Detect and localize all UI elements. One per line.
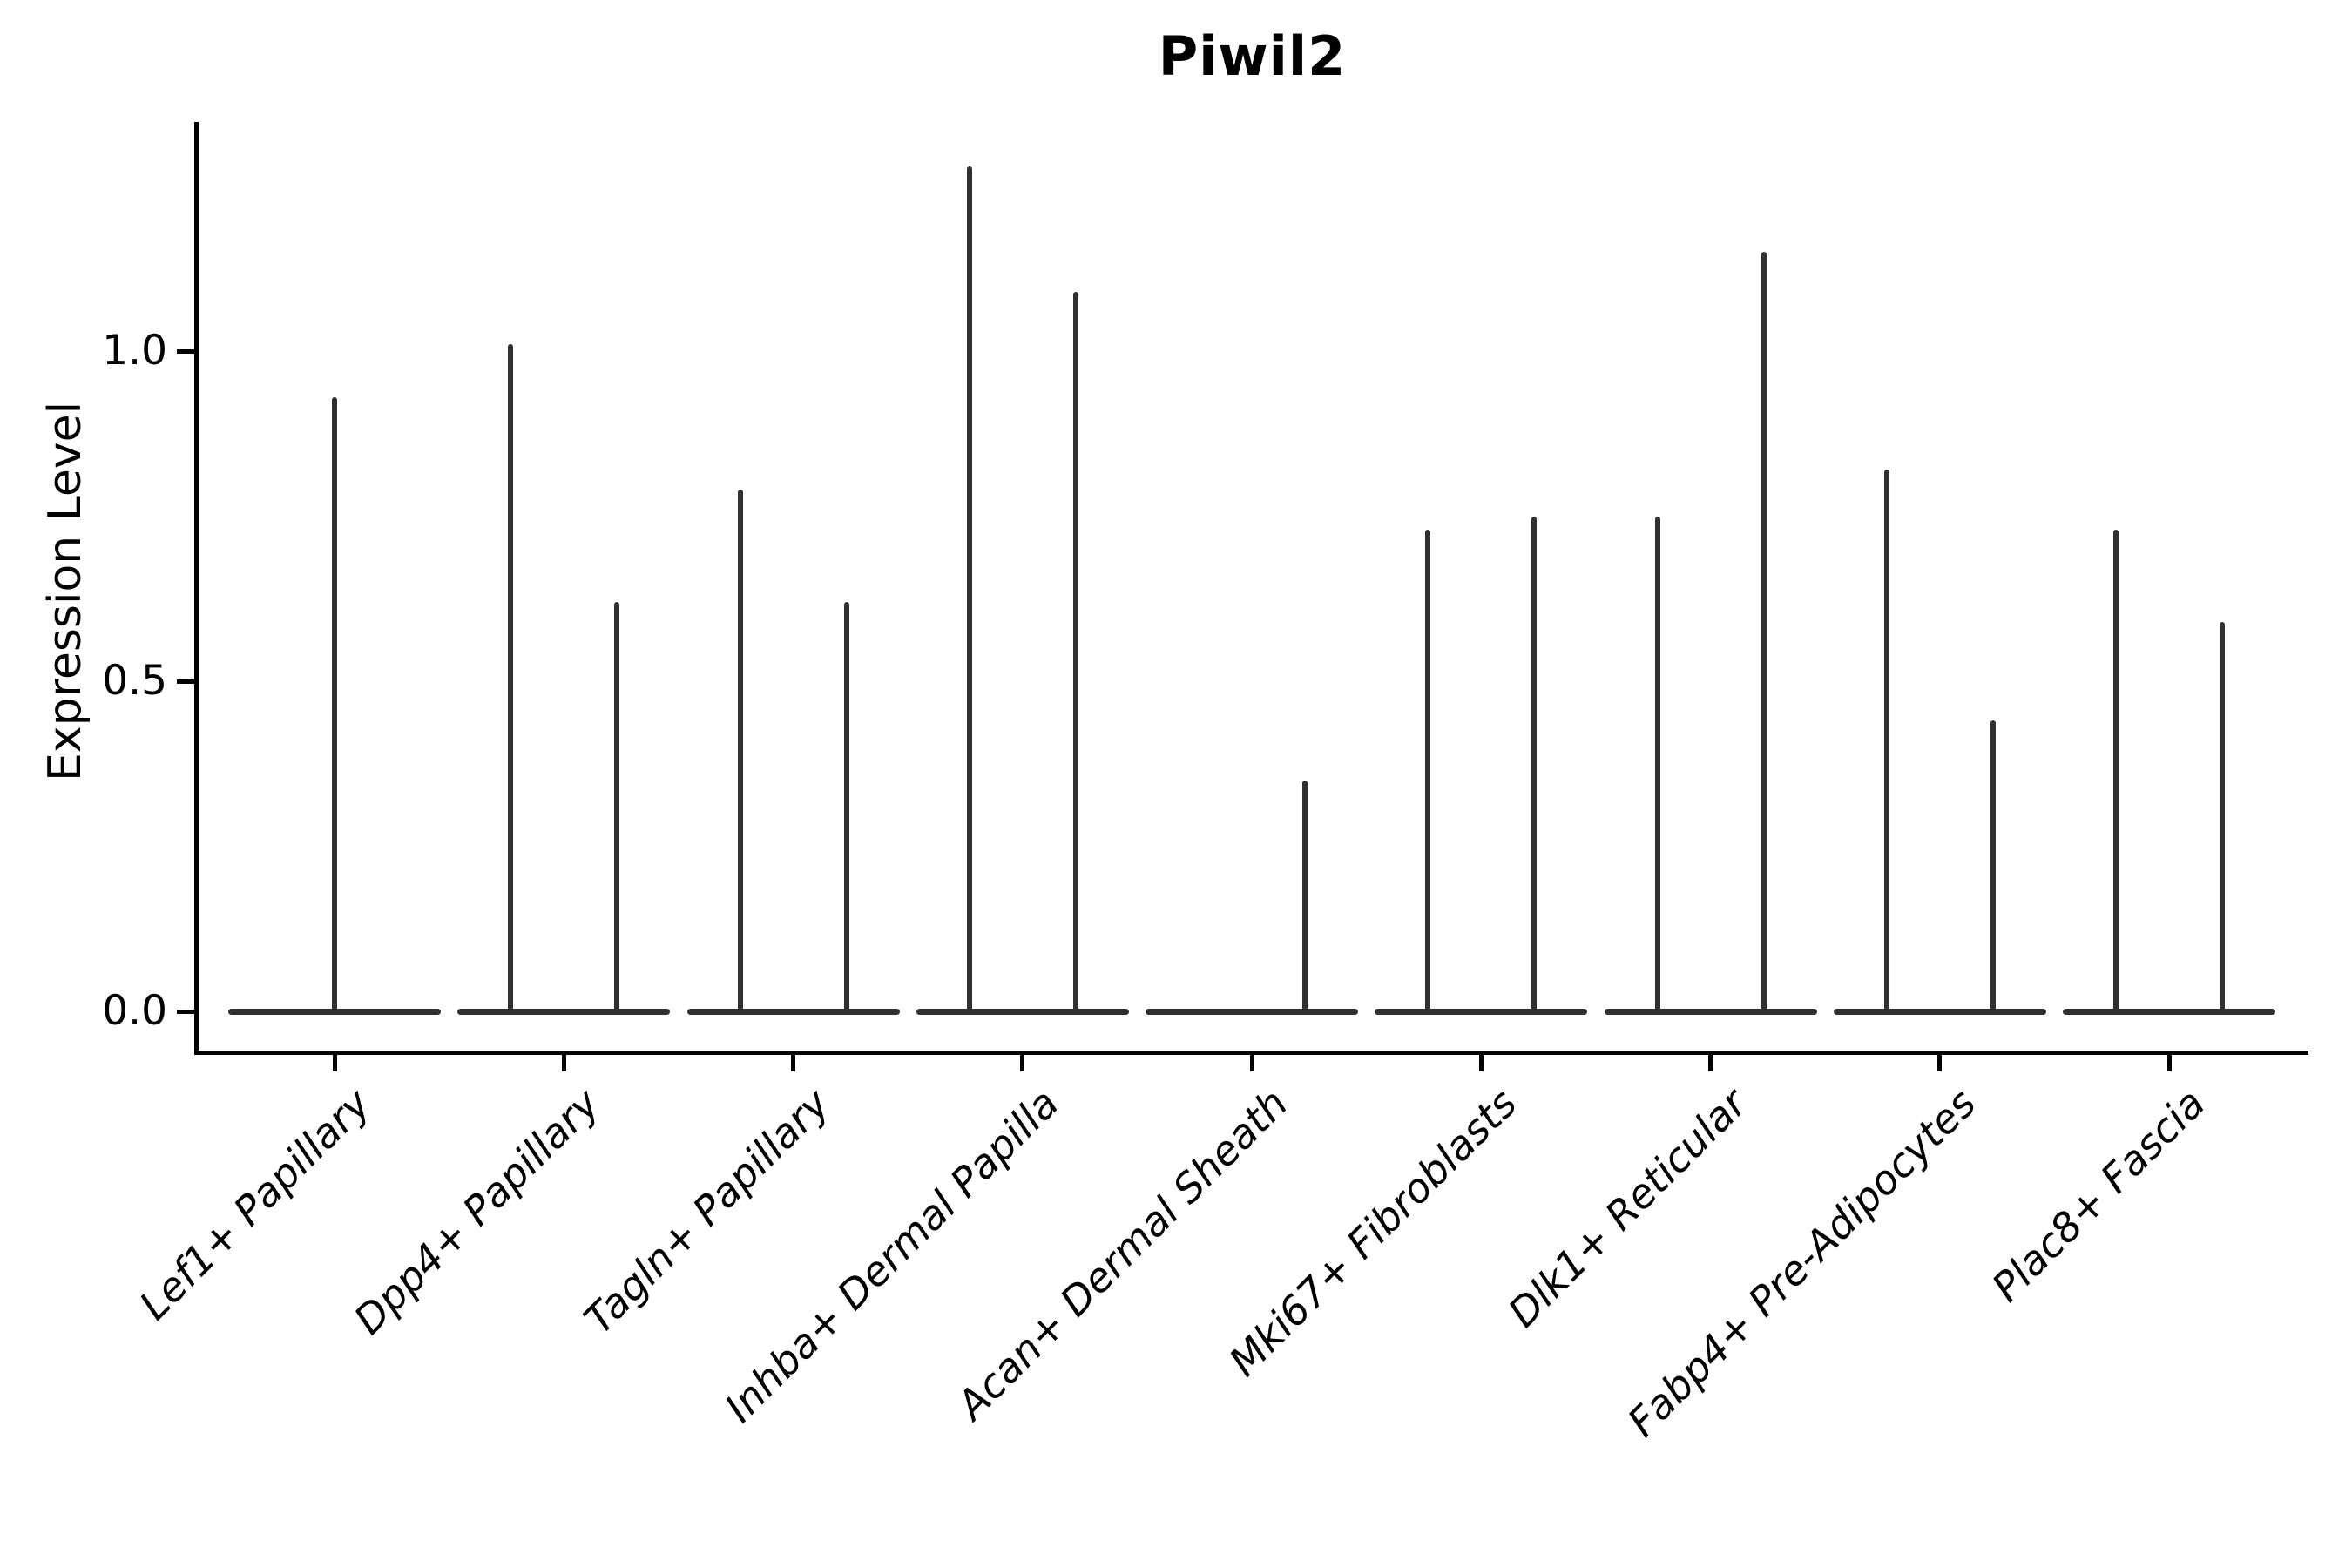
x-tick — [1708, 1055, 1713, 1071]
violin-spike — [1531, 516, 1538, 1015]
violin-spike — [843, 602, 849, 1015]
y-axis-spine — [194, 122, 199, 1055]
violin-spike — [1302, 780, 1308, 1015]
violin-spike — [2113, 529, 2119, 1015]
violin-spike — [1072, 291, 1078, 1015]
violin-spike — [966, 166, 972, 1015]
violin-baseline — [1604, 1008, 1817, 1015]
violin-baseline — [2063, 1008, 2275, 1015]
x-tick — [332, 1055, 337, 1071]
violin-spike — [1761, 252, 1767, 1015]
violin-spike — [1654, 516, 1660, 1015]
violin-spike — [737, 490, 743, 1015]
y-tick — [177, 679, 194, 684]
violin-spike — [1990, 720, 1996, 1015]
chart-title: Piwil2 — [1158, 24, 1347, 88]
x-tick — [791, 1055, 795, 1071]
violin-spike — [1883, 470, 1889, 1015]
x-tick — [561, 1055, 566, 1071]
violin-spike — [2220, 621, 2225, 1015]
x-axis-spine — [194, 1051, 2308, 1055]
violin-spike — [508, 344, 514, 1015]
violin-baseline — [1146, 1008, 1358, 1015]
violin-spike — [1425, 529, 1431, 1015]
y-tick — [177, 348, 194, 354]
violin-baseline — [1833, 1008, 2046, 1015]
x-tick — [1249, 1055, 1254, 1071]
violin-baseline — [686, 1008, 900, 1015]
x-tick — [1020, 1055, 1025, 1071]
x-tick — [1478, 1055, 1484, 1071]
violin-spike — [614, 602, 620, 1015]
x-tick — [1937, 1055, 1943, 1071]
y-tick-label: 0.5 — [102, 657, 167, 705]
violin-baseline — [457, 1008, 671, 1015]
violin-baseline — [916, 1008, 1129, 1015]
violin-baseline — [1375, 1008, 1588, 1015]
y-tick-label: 1.0 — [102, 327, 167, 375]
violin-spike — [332, 397, 337, 1015]
y-tick — [177, 1009, 194, 1014]
y-tick-label: 0.0 — [102, 987, 167, 1035]
x-tick — [2166, 1055, 2172, 1071]
